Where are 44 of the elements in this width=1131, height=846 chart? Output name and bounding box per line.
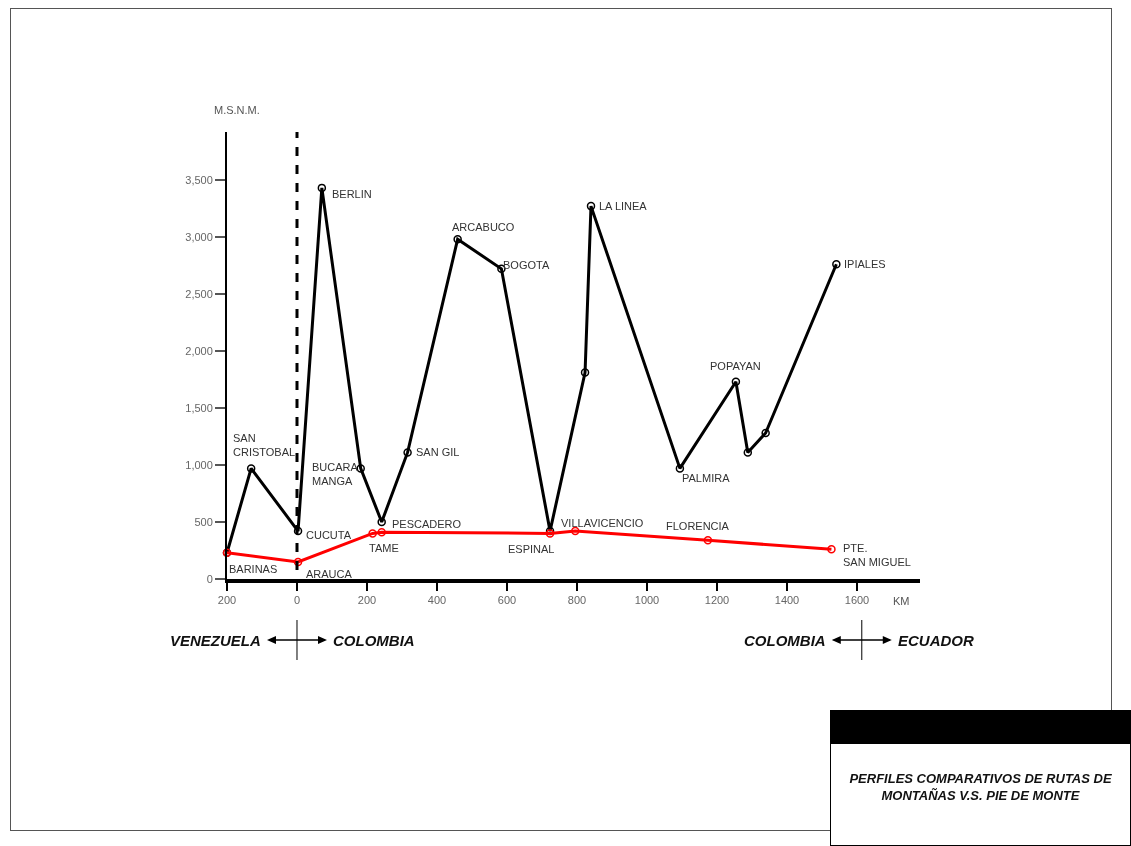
annotation: BOGOTA bbox=[503, 259, 550, 271]
text: VENEZUELA bbox=[170, 632, 261, 649]
annotation: PESCADERO bbox=[392, 518, 462, 530]
annotation: CUCUTA bbox=[306, 529, 352, 541]
annotation: SAN CRISTOBAL bbox=[233, 432, 296, 459]
y-tick-label: 2,000 bbox=[185, 344, 213, 357]
annotation: PALMIRA bbox=[682, 472, 731, 484]
annotation: LA LINEA bbox=[599, 200, 648, 212]
y-tick-label: 1,000 bbox=[185, 458, 213, 471]
y-tick-label: 1,500 bbox=[185, 401, 213, 414]
y-axis-title: M.S.N.M. bbox=[214, 104, 260, 116]
annotation: TAME bbox=[369, 542, 399, 554]
annotation: POPAYAN bbox=[710, 360, 761, 372]
annotation: PTE. SAN MIGUEL bbox=[843, 542, 911, 569]
text: PERFILES COMPARATIVOS DE RUTAS DE MONTAÑAS V.S. PIE DE MONTE bbox=[848, 770, 1113, 804]
x-tick-label: 1400 bbox=[774, 594, 800, 607]
annotation: IPIALES bbox=[844, 258, 886, 270]
y-tick-label: 2,500 bbox=[185, 287, 213, 300]
x-tick-label: 200 bbox=[217, 594, 237, 607]
annotation: BUCARA MANGA bbox=[312, 461, 359, 488]
x-tick-label: 600 bbox=[497, 594, 517, 607]
x-tick-label: 800 bbox=[567, 594, 587, 607]
x-tick-label: 1600 bbox=[844, 594, 870, 607]
x-tick-label: 1200 bbox=[704, 594, 730, 607]
annotation: ARCABUCO bbox=[452, 221, 515, 233]
annotation: FLORENCIA bbox=[666, 520, 730, 532]
x-tick-label: 1000 bbox=[634, 594, 660, 607]
text: ECUADOR bbox=[898, 632, 974, 649]
y-tick-label: 0 bbox=[206, 572, 213, 585]
x-tick-label: 0 bbox=[293, 594, 301, 607]
annotation: ESPINAL bbox=[508, 543, 555, 555]
y-tick-label: 3,500 bbox=[185, 173, 213, 186]
text: COLOMBIA bbox=[333, 632, 415, 649]
text: COLOMBIA bbox=[744, 632, 826, 649]
annotation: SAN GIL bbox=[416, 446, 460, 458]
x-tick-label: 200 bbox=[357, 594, 377, 607]
annotation: VILLAVICENCIO bbox=[561, 517, 644, 529]
annotation: BARINAS bbox=[229, 563, 278, 575]
y-tick-label: 3,000 bbox=[185, 230, 213, 243]
annotation: BERLIN bbox=[332, 188, 372, 200]
annotation: ARAUCA bbox=[306, 568, 353, 580]
x-axis-title: KM bbox=[893, 595, 910, 607]
y-tick-label: 500 bbox=[194, 515, 213, 528]
x-tick-label: 400 bbox=[427, 594, 447, 607]
